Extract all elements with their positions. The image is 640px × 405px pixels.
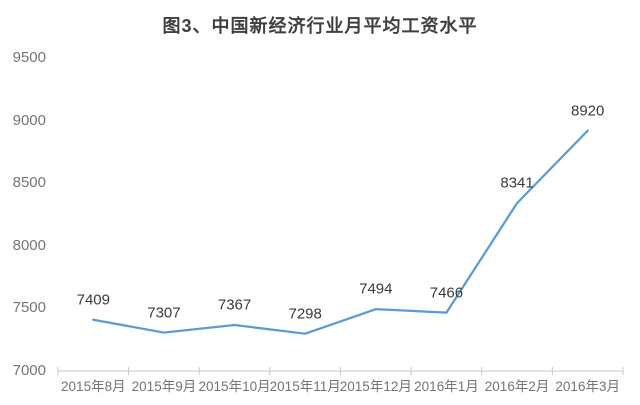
- data-point-label: 7409: [76, 291, 110, 309]
- y-tick-label: 9000: [12, 111, 46, 129]
- data-point-label: 7298: [288, 305, 322, 323]
- series-line: [92, 129, 589, 335]
- y-tick-label: 7000: [12, 362, 46, 379]
- x-tick-label: 2016年2月: [484, 379, 550, 394]
- x-tick-label: 2016年1月: [414, 379, 479, 394]
- data-point-label: 7466: [429, 284, 464, 302]
- x-tick-label: 2015年12月: [339, 379, 412, 394]
- chart-title: 图3、中国新经济行业月平均工资水平: [162, 16, 478, 36]
- data-point-label: 8341: [500, 174, 534, 192]
- y-tick-label: 9500: [12, 49, 46, 66]
- x-tick-label: 2015年8月: [61, 379, 126, 394]
- y-tick-label: 7500: [12, 299, 46, 317]
- x-tick-label: 2015年9月: [131, 379, 197, 394]
- x-tick-label: 2016年3月: [555, 379, 620, 394]
- y-tick-label: 8500: [12, 174, 46, 192]
- y-tick-label: 8000: [12, 236, 46, 254]
- data-point-label: 7367: [217, 296, 252, 314]
- data-point-label: 7307: [147, 304, 181, 322]
- data-point-label: 7494: [359, 280, 393, 298]
- data-point-label: 8920: [571, 102, 605, 120]
- x-tick-label: 2015年10月: [198, 379, 271, 394]
- x-tick-label: 2015年11月: [269, 379, 341, 394]
